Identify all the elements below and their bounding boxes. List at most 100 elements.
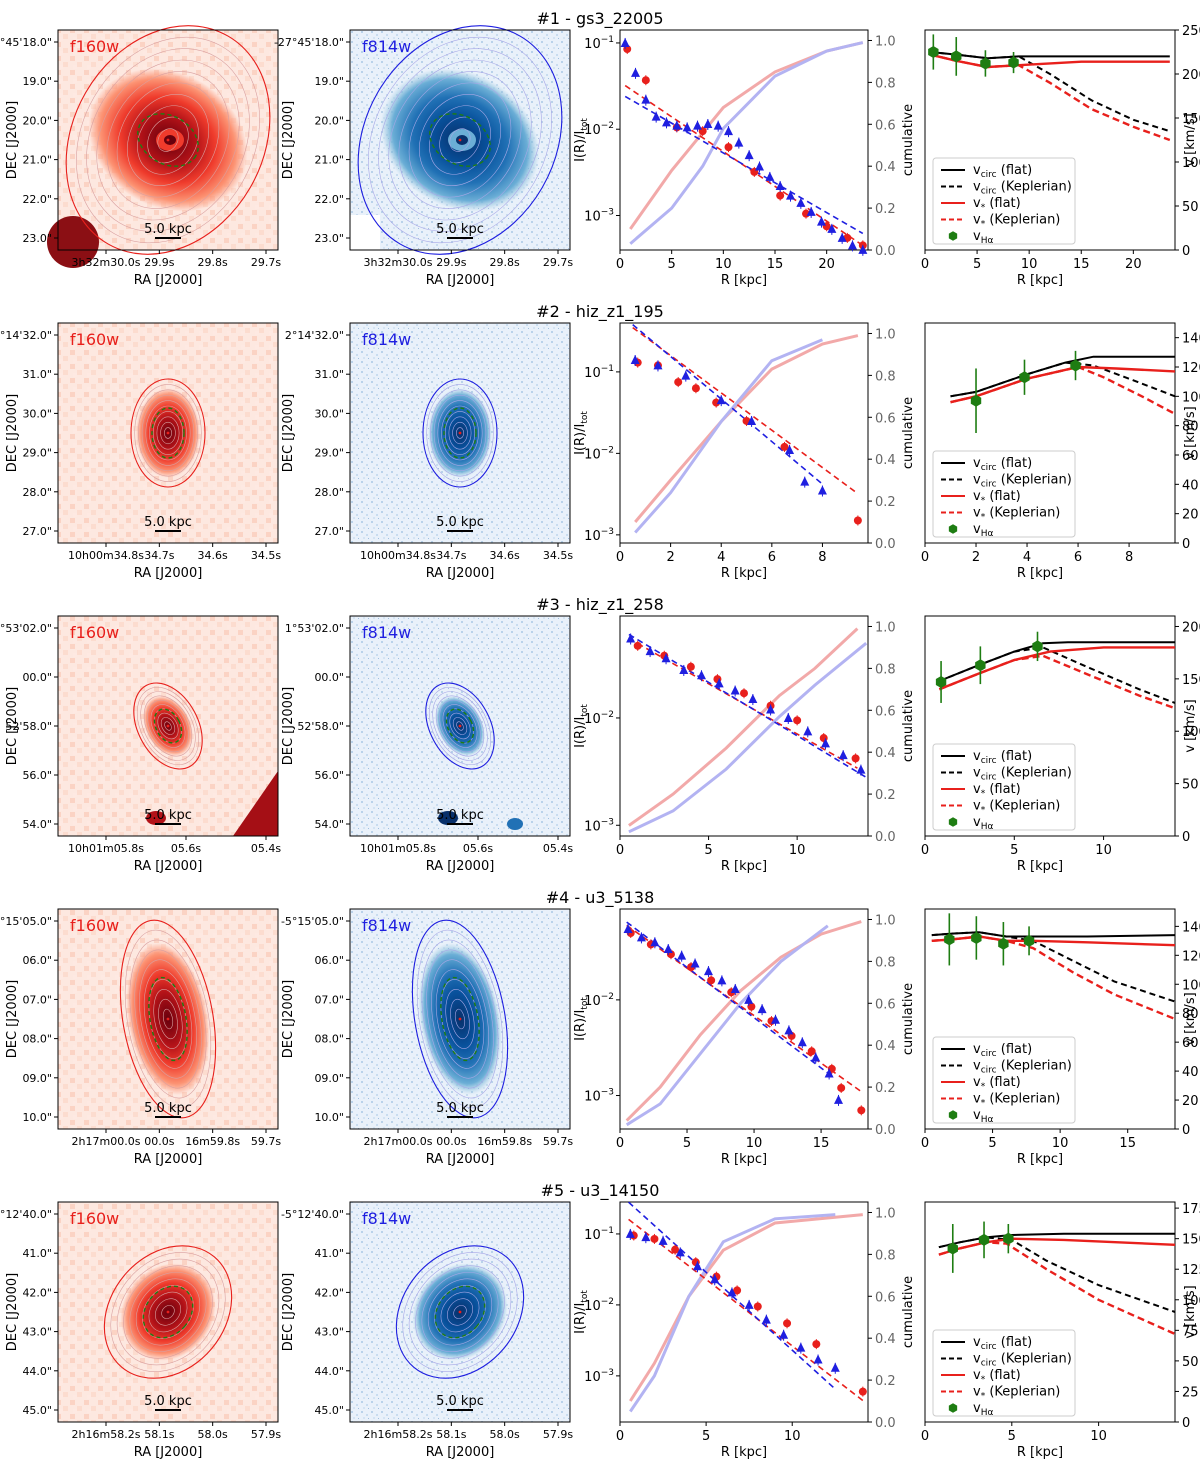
- y-tick-label: 40: [1182, 1065, 1199, 1080]
- aperture-ellipse: [130, 378, 206, 488]
- legend-label-vha: vHα: [973, 1401, 993, 1418]
- legend-label-vcirc-flat: vcirc (flat): [973, 1042, 1032, 1059]
- f814w-point: [797, 1037, 807, 1047]
- legend-label-vcirc-kep: vcirc (Keplerian): [973, 180, 1072, 197]
- x-tick-label: 5: [988, 1136, 996, 1151]
- y-tick-label: 10−2: [584, 710, 614, 727]
- f160w-image-panel: 5.0 kpc f160w 2°14'32.0" 31.0" 30.0" 29.0" 28.…: [0, 322, 281, 581]
- x-tick-label: 5: [1010, 843, 1018, 858]
- aperture-ellipse: [119, 919, 217, 1119]
- f814w-point: [717, 975, 727, 985]
- ra-tick-label: 29.7s: [543, 256, 573, 269]
- f814w-point: [690, 958, 700, 968]
- x-tick-label: 6: [1074, 550, 1082, 565]
- legend-label-vstar-flat: v* (flat): [973, 1075, 1021, 1092]
- dec-tick-label: 54.0": [314, 818, 344, 831]
- isophote-contour: [143, 695, 193, 757]
- dec-tick-label: 31.0": [314, 368, 344, 381]
- y-tick-label: 0: [1182, 537, 1190, 552]
- y-tick-label: 50: [1182, 778, 1199, 793]
- isophote-contour: [106, 71, 230, 209]
- y-tick-label: 150: [1182, 673, 1200, 688]
- cumulative-tick-label: 0.0: [875, 1416, 896, 1431]
- y-tick-label: 100: [1182, 725, 1200, 740]
- f160w-cumulative-curve: [625, 920, 862, 1122]
- y-tick-label: 0: [1182, 244, 1190, 259]
- isophote-contour: [439, 699, 481, 753]
- panel-frame: [619, 322, 869, 544]
- scale-bar-label: 5.0 kpc: [144, 222, 192, 237]
- f160w-cumulative-curve: [628, 627, 859, 827]
- profile-panel: 0 5 10 10−1 10−2 10−3 0.0 0.2 0.4 0.6 0.8 1.0 R [kpc…: [573, 1201, 916, 1460]
- x-tick-label: 2: [972, 550, 980, 565]
- filter-label: f814w: [362, 37, 411, 56]
- dec-tick-label: 54.0": [22, 818, 52, 831]
- f160w-point: [724, 143, 733, 152]
- f814w-cumulative-curve: [628, 642, 868, 834]
- f814w-point: [681, 370, 691, 380]
- galaxy-row: 5.0 kpc f160w -5°15'05.0" 06.0" 07.0" 08.0" 09…: [0, 908, 1200, 1167]
- f814w-point: [677, 950, 687, 960]
- x-tick-label: 0: [616, 550, 624, 565]
- f814w-exponential-fit: [632, 323, 823, 485]
- isophote-contour: [137, 105, 199, 175]
- legend-label-vha: vHα: [973, 522, 993, 539]
- panel-frame: [57, 908, 279, 1130]
- dec-tick-label: 44.0": [314, 1365, 344, 1378]
- ra-tick-label: 00.0s: [436, 1135, 466, 1148]
- y-tick-label: 10−2: [584, 1297, 614, 1314]
- dec-tick-label: -5°15'05.0": [281, 915, 344, 928]
- velocity-legend: vcirc (flat)vcirc (Keplerian)v* (flat)v*…: [932, 1329, 1076, 1418]
- ra-tick-label: 57.9s: [251, 1428, 281, 1441]
- panel-frame: [349, 908, 571, 1130]
- x-tick-label: 20: [818, 257, 835, 272]
- y-tick-label: 10−2: [584, 445, 614, 462]
- velocity-legend: vcirc (flat)vcirc (Keplerian)v* (flat)v*…: [932, 157, 1076, 246]
- panel-frame: [619, 908, 869, 1130]
- f160w-point: [812, 1340, 821, 1349]
- ra-axis-label: RA [J2000]: [426, 566, 495, 581]
- f814w-point: [630, 354, 640, 364]
- isophote-contour: [153, 989, 183, 1049]
- dec-tick-label: 52'58.0": [297, 720, 344, 733]
- f160w-point: [793, 716, 802, 725]
- ra-tick-label: 59.7s: [543, 1135, 573, 1148]
- isophote-contour: [448, 416, 472, 450]
- f814w-point: [696, 670, 706, 680]
- scale-bar-label: 5.0 kpc: [436, 222, 484, 237]
- cumulative-axis-label: cumulative: [901, 690, 916, 762]
- dec-tick-label: 43.0": [22, 1326, 52, 1339]
- cumulative-tick-label: 0.0: [875, 830, 896, 845]
- velocity-legend: vcirc (flat)vcirc (Keplerian)v* (flat)v*…: [932, 1036, 1076, 1125]
- panel-frame: [57, 29, 279, 251]
- f814w-point: [693, 1261, 702, 1271]
- ra-tick-label: 16m59.8s: [185, 1135, 240, 1148]
- f160w-point: [776, 191, 785, 200]
- y-axis-label: I(R)/Itot: [573, 704, 590, 748]
- ra-tick-label: 57.9s: [543, 1428, 573, 1441]
- y-tick-label: 120: [1182, 361, 1200, 376]
- filter-label: f160w: [70, 916, 119, 935]
- scale-bar-label: 5.0 kpc: [144, 1394, 192, 1409]
- f160w-point: [837, 1083, 846, 1092]
- core-ellipse: [440, 976, 480, 1062]
- f814w-point: [775, 180, 785, 190]
- ra-tick-label: 58.1s: [436, 1428, 466, 1441]
- cumulative-tick-label: 0.8: [875, 76, 896, 91]
- f814w-cumulative-curve: [625, 924, 829, 1127]
- dec-tick-label: 20.0": [314, 114, 344, 127]
- f814w-point: [761, 1314, 771, 1324]
- dec-tick-label: 41.0": [22, 1247, 52, 1260]
- f814w-point: [858, 244, 868, 254]
- dec-tick-label: 09.0": [314, 1072, 344, 1085]
- velocity-panel: 05100255075100125150175R [kpc]v [km/s]vc…: [921, 1201, 1200, 1460]
- dec-tick-label: 1°53'02.0": [0, 622, 52, 635]
- f814w-point: [771, 1014, 781, 1024]
- y-tick-label: 20: [1182, 1094, 1199, 1109]
- dec-tick-label: 08.0": [22, 1033, 52, 1046]
- y-tick-label: 125: [1182, 1263, 1200, 1278]
- dec-tick-label: 42.0": [22, 1286, 52, 1299]
- dec-tick-label: 21.0": [22, 154, 52, 167]
- f814w-point: [703, 966, 713, 976]
- x-tick-label: 8: [1125, 550, 1133, 565]
